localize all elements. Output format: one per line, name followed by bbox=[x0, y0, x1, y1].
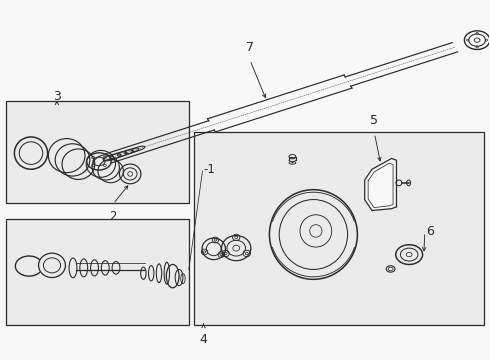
Bar bbox=[5, 220, 189, 325]
Text: 2: 2 bbox=[109, 211, 117, 224]
Text: 4: 4 bbox=[199, 333, 207, 346]
Polygon shape bbox=[365, 158, 396, 211]
Text: 5: 5 bbox=[370, 114, 378, 127]
Text: 7: 7 bbox=[246, 41, 254, 54]
Bar bbox=[194, 132, 485, 325]
Text: 3: 3 bbox=[53, 90, 61, 103]
Bar bbox=[5, 101, 189, 203]
Text: -1: -1 bbox=[203, 163, 215, 176]
Text: 6: 6 bbox=[426, 225, 434, 238]
